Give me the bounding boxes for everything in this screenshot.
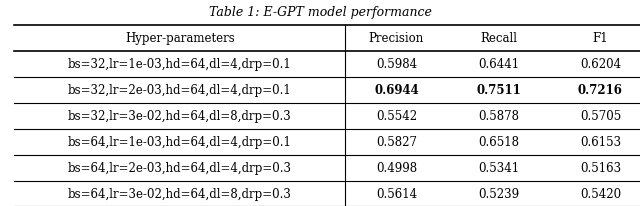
Text: F1: F1 bbox=[593, 32, 608, 45]
Text: 0.5614: 0.5614 bbox=[376, 187, 417, 200]
Text: 0.4998: 0.4998 bbox=[376, 161, 417, 174]
Text: 0.5163: 0.5163 bbox=[580, 161, 621, 174]
Text: bs=64,lr=3e-02,hd=64,dl=8,drp=0.3: bs=64,lr=3e-02,hd=64,dl=8,drp=0.3 bbox=[68, 187, 292, 200]
Text: 0.5827: 0.5827 bbox=[376, 136, 417, 148]
Text: 0.6441: 0.6441 bbox=[478, 58, 519, 71]
Text: 0.5239: 0.5239 bbox=[478, 187, 519, 200]
Text: bs=64,lr=1e-03,hd=64,dl=4,drp=0.1: bs=64,lr=1e-03,hd=64,dl=4,drp=0.1 bbox=[68, 136, 292, 148]
Text: 0.6944: 0.6944 bbox=[374, 84, 419, 97]
Text: bs=64,lr=2e-03,hd=64,dl=4,drp=0.3: bs=64,lr=2e-03,hd=64,dl=4,drp=0.3 bbox=[68, 161, 292, 174]
Text: bs=32,lr=1e-03,hd=64,dl=4,drp=0.1: bs=32,lr=1e-03,hd=64,dl=4,drp=0.1 bbox=[68, 58, 292, 71]
Text: 0.5705: 0.5705 bbox=[580, 110, 621, 123]
Text: 0.5341: 0.5341 bbox=[478, 161, 519, 174]
Text: 0.7216: 0.7216 bbox=[578, 84, 623, 97]
Text: bs=32,lr=3e-02,hd=64,dl=8,drp=0.3: bs=32,lr=3e-02,hd=64,dl=8,drp=0.3 bbox=[68, 110, 292, 123]
Text: Precision: Precision bbox=[369, 32, 424, 45]
Text: 0.6518: 0.6518 bbox=[478, 136, 519, 148]
Text: bs=32,lr=2e-03,hd=64,dl=4,drp=0.1: bs=32,lr=2e-03,hd=64,dl=4,drp=0.1 bbox=[68, 84, 292, 97]
Text: 0.6153: 0.6153 bbox=[580, 136, 621, 148]
Text: Hyper-parameters: Hyper-parameters bbox=[125, 32, 235, 45]
Text: Table 1: E-GPT model performance: Table 1: E-GPT model performance bbox=[209, 6, 431, 19]
Text: 0.5542: 0.5542 bbox=[376, 110, 417, 123]
Text: Recall: Recall bbox=[480, 32, 517, 45]
Text: 0.5984: 0.5984 bbox=[376, 58, 417, 71]
Text: 0.5878: 0.5878 bbox=[478, 110, 519, 123]
Text: 0.7511: 0.7511 bbox=[476, 84, 521, 97]
Text: 0.5420: 0.5420 bbox=[580, 187, 621, 200]
Text: 0.6204: 0.6204 bbox=[580, 58, 621, 71]
